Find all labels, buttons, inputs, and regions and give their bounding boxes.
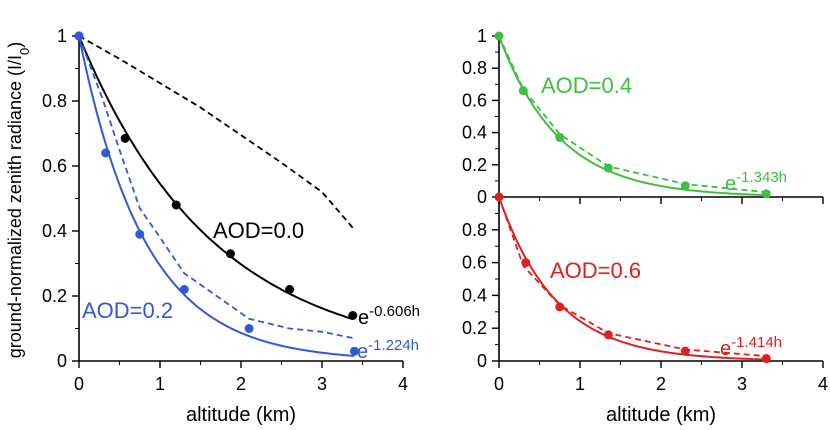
y-tick-label: 0.6 bbox=[462, 253, 487, 273]
data-point bbox=[244, 324, 254, 333]
dashed-curve bbox=[78, 35, 355, 340]
y-tick-label: 1 bbox=[57, 26, 67, 46]
data-point bbox=[555, 132, 565, 142]
y-tick-label: 0.6 bbox=[462, 90, 487, 110]
data-point bbox=[349, 346, 359, 356]
x-tick-label: 0 bbox=[494, 374, 504, 394]
data-point bbox=[171, 200, 181, 210]
data-point bbox=[285, 285, 295, 294]
data-point bbox=[179, 285, 189, 294]
fit-curve bbox=[78, 35, 355, 357]
data-point bbox=[680, 181, 690, 191]
x-tick-label: 1 bbox=[155, 374, 165, 394]
x-tick-label: 3 bbox=[737, 374, 747, 394]
x-axis-label: altitude (km) bbox=[186, 404, 296, 426]
y-tick-label: 0.2 bbox=[462, 155, 487, 175]
fit-equation-base: e bbox=[725, 173, 736, 195]
data-point bbox=[761, 354, 771, 364]
fit-equation-base: e bbox=[358, 307, 369, 329]
y-axis-label-close: ) bbox=[5, 42, 25, 48]
data-point bbox=[120, 133, 130, 143]
series-AOD=0.2: AOD=0.2e-1.224h bbox=[74, 31, 419, 364]
y-tick-label: 0.4 bbox=[42, 221, 67, 241]
dashed-curve bbox=[498, 196, 767, 357]
fit-equation: e-1.343h bbox=[725, 169, 787, 196]
x-tick-label: 2 bbox=[656, 374, 666, 394]
fit-curve bbox=[498, 196, 767, 361]
series-AOD=0.6: AOD=0.6 e-1.414h bbox=[494, 192, 782, 364]
y-tick-label: 0.8 bbox=[462, 58, 487, 78]
series-AOD=0.4: AOD=0.4 e-1.343h bbox=[494, 31, 787, 199]
fit-equation: e-1.414h bbox=[720, 334, 782, 361]
fit-equation-base: e bbox=[720, 338, 731, 360]
series-AOD=0.0: AOD=0.0 e-0.606h bbox=[74, 31, 420, 330]
panel-right-bottom: 0 0.2 0.4 0.6 0.8 0 1 2 3 4 altitude (km) AOD=0.6 e-… bbox=[462, 192, 828, 426]
x-axis-label: altitude (km) bbox=[606, 404, 716, 426]
dashed-curve bbox=[498, 35, 767, 194]
x-tick-label: 4 bbox=[398, 374, 408, 394]
y-tick-label: 0.2 bbox=[462, 318, 487, 338]
y-tick-label: 0.2 bbox=[42, 286, 67, 306]
y-tick-label: 0.4 bbox=[462, 285, 487, 305]
series-label: AOD=0.6 bbox=[550, 258, 641, 283]
dashed-curve bbox=[78, 35, 354, 229]
y-tick-label: 1 bbox=[477, 26, 487, 46]
y-axis-label-sub: 0 bbox=[17, 48, 32, 55]
fit-equation-exponent: -0.606h bbox=[369, 303, 420, 320]
fit-curve bbox=[498, 35, 767, 197]
data-point bbox=[555, 302, 565, 312]
fit-equation-base: e bbox=[357, 341, 368, 363]
panel-left: 0 0.2 0.4 0.6 0.8 1 0 1 2 3 4 altitude (km) ground-n… bbox=[5, 26, 420, 426]
data-point bbox=[225, 249, 235, 259]
data-point bbox=[74, 31, 84, 41]
data-point bbox=[680, 346, 690, 356]
x-tick-label: 0 bbox=[74, 374, 84, 394]
fit-equation-exponent: -1.343h bbox=[736, 169, 787, 186]
x-tick-label: 1 bbox=[575, 374, 585, 394]
data-point bbox=[603, 330, 613, 340]
fit-equation: e-1.224h bbox=[357, 337, 419, 364]
data-point bbox=[101, 148, 111, 158]
series-label: AOD=0.2 bbox=[82, 298, 173, 323]
x-tick-label: 3 bbox=[317, 374, 327, 394]
data-point bbox=[521, 258, 531, 268]
panel-right-top: 0 0.2 0.4 0.6 0.8 1 AOD=0.4 e-1.343h bbox=[462, 26, 824, 207]
y-axis-label-main: ground-normalized zenith radiance (I/I bbox=[5, 55, 25, 358]
y-tick-label: 0 bbox=[477, 351, 487, 371]
data-point bbox=[348, 311, 358, 320]
series-label: AOD=0.0 bbox=[213, 218, 304, 243]
y-tick-label: 0.8 bbox=[462, 220, 487, 240]
data-point bbox=[518, 86, 528, 96]
y-tick-label: 0.4 bbox=[462, 123, 487, 143]
y-tick-label: 0.6 bbox=[42, 156, 67, 176]
fit-equation-exponent: -1.414h bbox=[731, 334, 782, 351]
data-point bbox=[494, 192, 504, 202]
x-tick-label: 2 bbox=[236, 374, 246, 394]
y-tick-label: 0.8 bbox=[42, 91, 67, 111]
y-axis-label: ground-normalized zenith radiance (I/I0) bbox=[5, 42, 32, 358]
data-point bbox=[135, 229, 145, 239]
data-point bbox=[494, 31, 504, 41]
y-tick-label: 0 bbox=[57, 351, 67, 371]
y-tick-label: 0 bbox=[477, 187, 487, 207]
fit-equation-exponent: -1.224h bbox=[368, 337, 419, 354]
data-point bbox=[761, 189, 771, 199]
data-point bbox=[603, 163, 613, 173]
fit-curve bbox=[78, 35, 354, 321]
x-tick-label: 4 bbox=[818, 374, 828, 394]
series-label: AOD=0.4 bbox=[541, 73, 632, 98]
fit-equation: e-0.606h bbox=[358, 303, 420, 330]
